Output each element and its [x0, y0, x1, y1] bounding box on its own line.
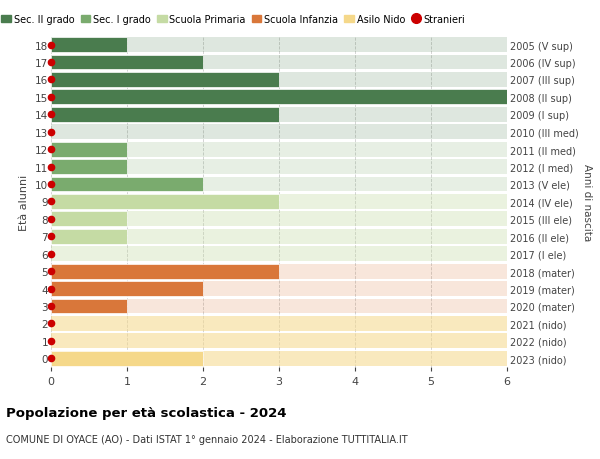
Bar	[51, 212, 127, 227]
Bar	[51, 316, 507, 331]
Bar	[51, 107, 279, 123]
Bar	[51, 351, 507, 366]
Bar	[51, 160, 127, 174]
Bar	[51, 334, 507, 348]
Bar	[51, 195, 507, 209]
Bar	[51, 281, 507, 297]
Bar	[51, 73, 279, 88]
Bar	[51, 38, 127, 53]
Bar	[51, 160, 507, 174]
Bar	[51, 230, 127, 244]
Bar	[51, 230, 507, 244]
Bar	[51, 38, 507, 53]
Bar	[51, 142, 127, 157]
Bar	[51, 90, 507, 105]
Bar	[51, 73, 507, 88]
Bar	[51, 56, 203, 70]
Bar	[51, 177, 203, 192]
Bar	[51, 351, 203, 366]
Y-axis label: Età alunni: Età alunni	[19, 174, 29, 230]
Y-axis label: Anni di nascita: Anni di nascita	[583, 163, 592, 241]
Text: COMUNE DI OYACE (AO) - Dati ISTAT 1° gennaio 2024 - Elaborazione TUTTITALIA.IT: COMUNE DI OYACE (AO) - Dati ISTAT 1° gen…	[6, 434, 407, 444]
Bar	[51, 142, 507, 157]
Text: Popolazione per età scolastica - 2024: Popolazione per età scolastica - 2024	[6, 406, 287, 419]
Bar	[51, 212, 507, 227]
Bar	[51, 107, 507, 123]
Bar	[51, 299, 127, 313]
Bar	[51, 125, 507, 140]
Bar	[51, 177, 507, 192]
Bar	[51, 56, 507, 70]
Bar	[51, 281, 203, 297]
Bar	[51, 264, 279, 279]
Bar	[51, 195, 279, 209]
Bar	[51, 90, 507, 105]
Legend: Sec. II grado, Sec. I grado, Scuola Primaria, Scuola Infanzia, Asilo Nido, Stran: Sec. II grado, Sec. I grado, Scuola Prim…	[0, 11, 469, 28]
Bar	[51, 247, 507, 262]
Bar	[51, 299, 507, 313]
Bar	[51, 264, 507, 279]
